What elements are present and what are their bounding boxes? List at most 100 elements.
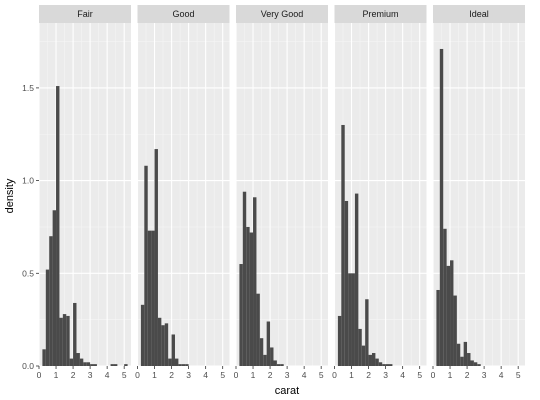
x-tick-label: 3 bbox=[88, 370, 93, 380]
x-tick-label: 0 bbox=[234, 370, 239, 380]
histogram-bar bbox=[124, 364, 128, 366]
y-axis: 0.0 0.5 1.0 1.5 bbox=[22, 83, 39, 371]
major-gridlines bbox=[136, 23, 230, 367]
histogram-bar bbox=[181, 364, 186, 366]
histogram-bar bbox=[253, 197, 257, 366]
histogram-bar bbox=[161, 325, 165, 366]
histogram-bar bbox=[93, 364, 97, 366]
facet-strip-label: Fair bbox=[77, 9, 93, 19]
histogram-bar bbox=[276, 364, 281, 366]
histogram-bar bbox=[154, 149, 158, 366]
x-tick-label: 5 bbox=[122, 370, 127, 380]
histogram-bar bbox=[86, 362, 91, 366]
minor-gridlines bbox=[39, 23, 131, 366]
facet-panel: Fair bbox=[38, 5, 131, 367]
histogram-bar bbox=[147, 230, 152, 366]
histogram-bar bbox=[344, 200, 349, 366]
histogram-bar bbox=[263, 354, 267, 366]
facet-strip bbox=[236, 5, 328, 23]
histogram-bar bbox=[273, 360, 277, 366]
histogram-bar bbox=[157, 317, 162, 366]
histogram-bar bbox=[443, 228, 447, 366]
histogram-bar bbox=[361, 345, 366, 366]
histogram-bar bbox=[365, 299, 369, 366]
facet-strip bbox=[39, 5, 131, 23]
histogram-bar bbox=[477, 364, 481, 366]
x-tick-label: 3 bbox=[383, 370, 388, 380]
histogram-bar bbox=[460, 356, 464, 366]
x-tick-label: 2 bbox=[465, 370, 470, 380]
x-axis: 0 1 2 3 4 5 bbox=[332, 366, 422, 380]
x-tick-label: 2 bbox=[268, 370, 273, 380]
x-tick-label: 5 bbox=[417, 370, 422, 380]
facet-panel: Good bbox=[136, 5, 230, 367]
x-tick-label: 3 bbox=[285, 370, 290, 380]
histogram-bar bbox=[358, 328, 362, 366]
histogram-bar bbox=[59, 317, 63, 366]
histogram-bar bbox=[389, 364, 393, 366]
histogram-bar bbox=[382, 364, 386, 366]
x-tick-label: 0 bbox=[431, 370, 436, 380]
x-tick-label: 1 bbox=[349, 370, 354, 380]
histogram-bar bbox=[354, 193, 359, 366]
histogram-bar bbox=[439, 48, 444, 366]
facet-panel: Premium bbox=[333, 5, 427, 367]
x-tick-label: 0 bbox=[332, 370, 337, 380]
facet-panels: Fair Good Very Good Premium Ideal bbox=[38, 5, 525, 367]
x-tick-label: 4 bbox=[203, 370, 208, 380]
y-tick-label: 1.5 bbox=[22, 83, 34, 93]
histogram-bar bbox=[174, 358, 179, 366]
x-axis: 0 1 2 3 4 5 bbox=[135, 366, 225, 380]
x-tick-label: 4 bbox=[499, 370, 504, 380]
x-tick-label: 4 bbox=[105, 370, 110, 380]
histogram-bars bbox=[239, 191, 284, 366]
facet-strip-label: Ideal bbox=[469, 9, 489, 19]
histogram-bar bbox=[446, 265, 451, 366]
histogram-bar bbox=[337, 315, 342, 366]
histogram-bar bbox=[83, 362, 87, 366]
histogram-bar bbox=[453, 295, 457, 366]
histogram-bars bbox=[337, 124, 393, 366]
histogram-bar bbox=[341, 124, 345, 366]
y-tick-label: 0.0 bbox=[22, 361, 34, 371]
histogram-bar bbox=[49, 236, 53, 366]
x-tick-label: 5 bbox=[319, 370, 324, 380]
facet-strip bbox=[137, 5, 230, 23]
histogram-bar bbox=[280, 364, 284, 366]
histogram-bar bbox=[456, 343, 461, 366]
x-tick-label: 2 bbox=[71, 370, 76, 380]
histogram-bar bbox=[45, 269, 50, 366]
x-tick-label: 3 bbox=[186, 370, 191, 380]
x-tick-label: 4 bbox=[302, 370, 307, 380]
y-axis-title: density bbox=[4, 178, 16, 213]
y-tick-label: 1.0 bbox=[22, 176, 34, 186]
histogram-bar bbox=[467, 353, 471, 366]
facet-strip-label: Premium bbox=[362, 9, 398, 19]
histogram-bar bbox=[185, 364, 189, 366]
histogram-bar bbox=[168, 358, 172, 366]
histogram-bar bbox=[52, 210, 57, 366]
histogram-bar bbox=[436, 289, 440, 366]
x-axis: 0 1 2 3 4 5 bbox=[234, 366, 324, 380]
histogram-bars bbox=[140, 149, 189, 366]
histogram-bar bbox=[171, 334, 175, 366]
x-tick-label: 0 bbox=[37, 370, 42, 380]
facet-strip bbox=[334, 5, 427, 23]
histogram-bar bbox=[246, 226, 250, 366]
facet-panel: Very Good bbox=[235, 5, 328, 367]
x-tick-label: 5 bbox=[220, 370, 225, 380]
x-tick-label: 4 bbox=[400, 370, 405, 380]
x-tick-label: 0 bbox=[135, 370, 140, 380]
histogram-bar bbox=[90, 364, 94, 366]
histogram-bar bbox=[368, 354, 372, 366]
histogram-bar bbox=[378, 362, 383, 366]
x-tick-label: 1 bbox=[251, 370, 256, 380]
x-axis: 0 1 2 3 4 5 bbox=[431, 366, 521, 380]
x-tick-label: 1 bbox=[152, 370, 157, 380]
histogram-bar bbox=[239, 264, 243, 366]
histogram-bar bbox=[79, 358, 84, 366]
histogram-bar bbox=[66, 315, 70, 366]
histogram-bar bbox=[351, 273, 355, 366]
